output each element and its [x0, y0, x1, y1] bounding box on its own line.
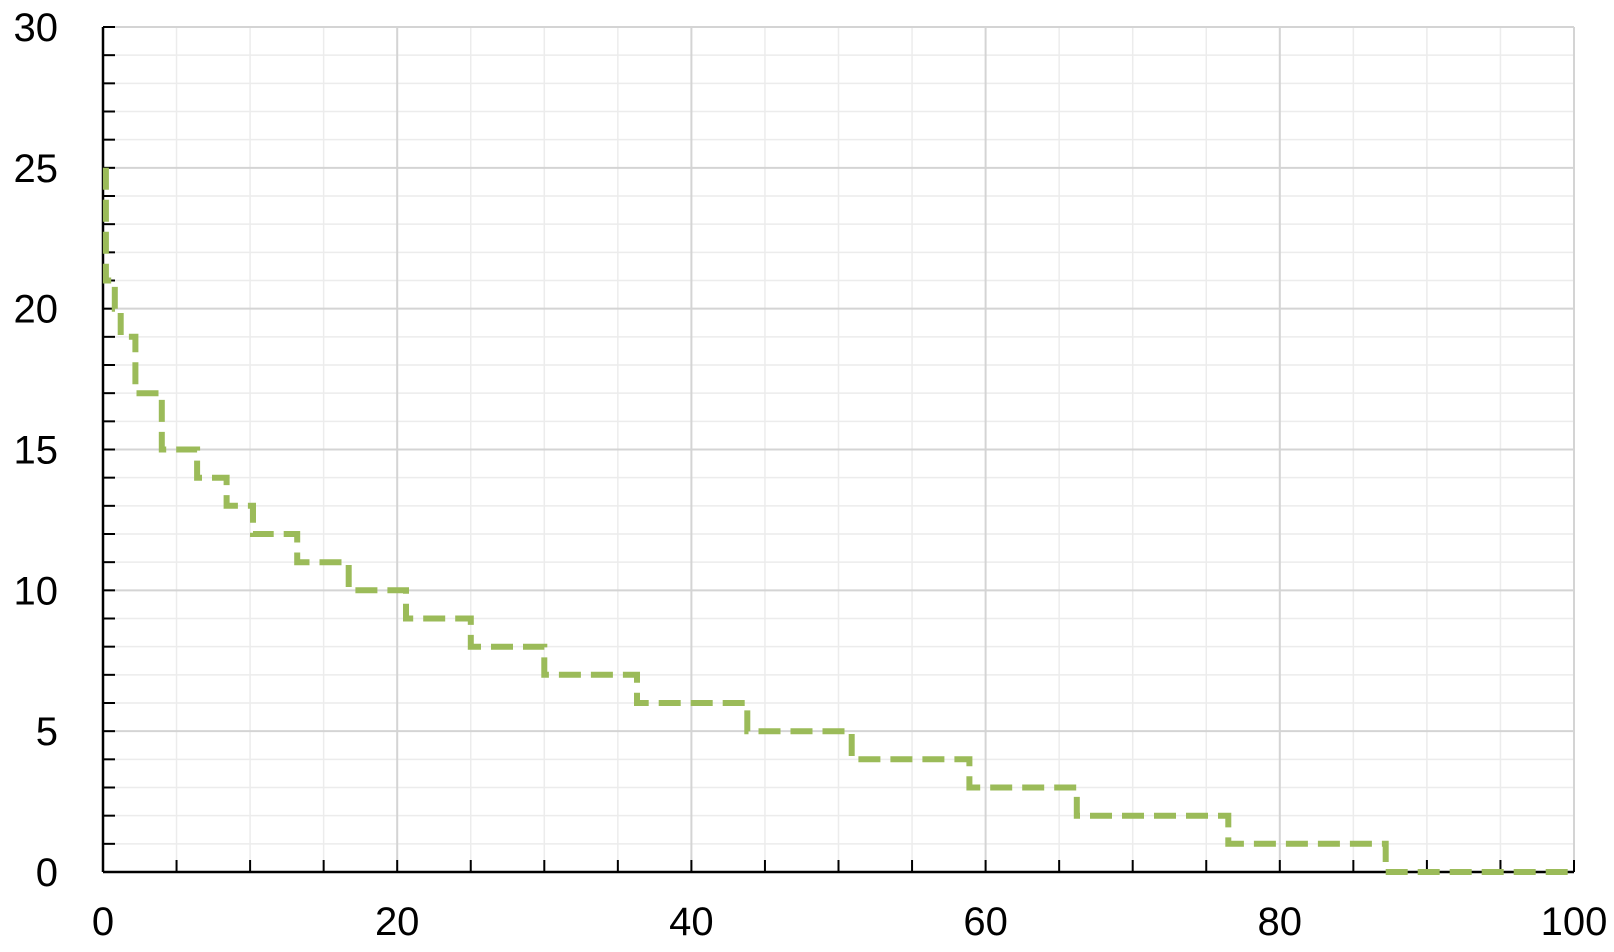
y-tick-label: 5	[36, 710, 58, 754]
y-tick-label: 30	[14, 6, 59, 50]
x-tick-label: 80	[1258, 900, 1303, 944]
x-tick-label: 0	[92, 900, 114, 944]
y-tick-label: 15	[14, 429, 59, 473]
x-tick-label: 60	[963, 900, 1008, 944]
x-tick-label: 100	[1541, 900, 1608, 944]
axes	[101, 26, 1575, 874]
x-tick-label: 20	[375, 900, 420, 944]
y-tick-label: 0	[36, 851, 58, 895]
y-tick-label: 10	[14, 569, 59, 613]
series-line-0	[102, 167, 1574, 875]
x-tick-label: 40	[669, 900, 714, 944]
y-tick-label: 25	[14, 147, 59, 191]
y-tick-label: 20	[14, 288, 59, 332]
tick-labels: 0 20 40 60 80 100 0 5 10 15 20 25 30	[14, 6, 1608, 944]
series-layer	[102, 167, 1574, 875]
